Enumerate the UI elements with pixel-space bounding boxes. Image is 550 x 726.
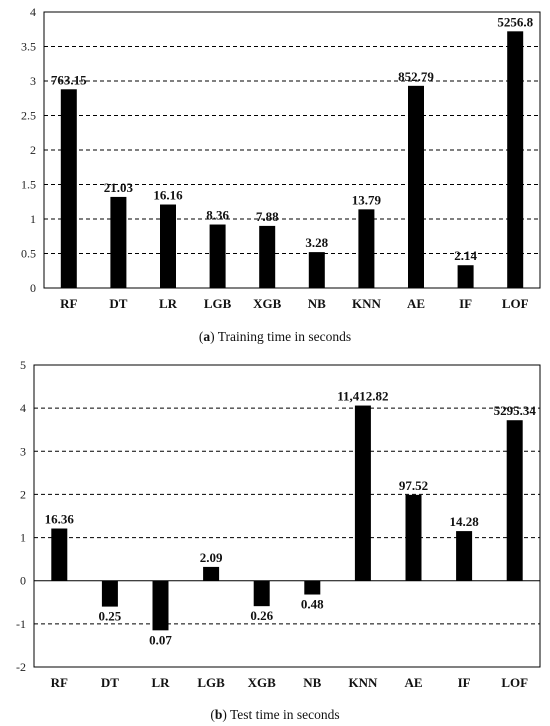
data-label: 16.36 bbox=[45, 512, 75, 527]
data-label: 14.28 bbox=[449, 514, 479, 529]
bar bbox=[358, 209, 375, 288]
data-label: 5256.8 bbox=[497, 14, 533, 29]
data-label: 852.79 bbox=[398, 69, 434, 84]
bar bbox=[253, 580, 270, 607]
category-label: DT bbox=[109, 296, 127, 311]
bar bbox=[51, 528, 68, 581]
category-label: IF bbox=[458, 675, 471, 690]
bar bbox=[456, 531, 473, 581]
plot-frame bbox=[33, 364, 541, 668]
data-label: 2.14 bbox=[454, 248, 477, 263]
bar bbox=[308, 252, 325, 288]
y-tick-label: 3 bbox=[30, 74, 36, 88]
category-label: AE bbox=[404, 675, 422, 690]
bar bbox=[152, 580, 169, 631]
bar bbox=[259, 225, 276, 288]
data-label: 97.52 bbox=[399, 478, 428, 493]
category-label: RF bbox=[60, 296, 77, 311]
category-label: XGB bbox=[248, 675, 277, 690]
caption-a: (a) Training time in seconds bbox=[199, 329, 351, 344]
data-label: 5295.34 bbox=[494, 403, 537, 418]
data-label: 7.88 bbox=[256, 209, 279, 224]
test-time-chart: -2 -1 0 1 2 3 4 5 16.36 RF 0.25 DT 0.07 LR 2.09 LGB 0.26… bbox=[16, 358, 541, 690]
category-label: RF bbox=[51, 675, 68, 690]
category-label: LGB bbox=[197, 675, 225, 690]
bar bbox=[506, 420, 523, 581]
bar bbox=[405, 494, 422, 581]
category-label: LR bbox=[151, 675, 170, 690]
bar bbox=[209, 224, 226, 288]
category-label: LOF bbox=[501, 675, 528, 690]
y-tick-label: 4 bbox=[20, 401, 26, 415]
bar bbox=[203, 566, 220, 581]
bar bbox=[110, 196, 127, 288]
data-label: 13.79 bbox=[352, 192, 382, 207]
data-label: 21.03 bbox=[104, 180, 134, 195]
bar bbox=[60, 89, 77, 288]
caption-b: (b) Test time in seconds bbox=[210, 707, 339, 722]
y-tick-label: 2 bbox=[30, 143, 36, 157]
bar bbox=[304, 580, 321, 595]
data-label: 0.48 bbox=[301, 597, 324, 612]
y-tick-label: 2.5 bbox=[21, 109, 36, 123]
y-tick-label: -2 bbox=[16, 660, 26, 674]
category-label: NB bbox=[308, 296, 326, 311]
category-label: KNN bbox=[352, 296, 382, 311]
bar bbox=[101, 580, 118, 607]
y-tick-label: 1 bbox=[20, 531, 26, 545]
data-label: 11,412.82 bbox=[337, 389, 388, 404]
category-label: LGB bbox=[204, 296, 232, 311]
y-tick-label: 0 bbox=[20, 574, 26, 588]
data-label: 0.26 bbox=[250, 608, 273, 623]
y-tick-label: 5 bbox=[20, 358, 26, 372]
data-label: 2.09 bbox=[200, 550, 223, 565]
data-label: 0.07 bbox=[149, 632, 172, 647]
y-tick-label: 0.5 bbox=[21, 247, 36, 261]
category-label: LOF bbox=[502, 296, 529, 311]
category-label: LR bbox=[159, 296, 178, 311]
category-label: XGB bbox=[253, 296, 282, 311]
bar bbox=[160, 204, 176, 288]
y-tick-label: 3.5 bbox=[21, 40, 36, 54]
training-time-chart: 0 0.5 1 1.5 2 2.5 3 3.5 4 763.15 RF 21.03 DT 16.16 LR 8… bbox=[21, 5, 541, 311]
bar bbox=[354, 405, 371, 581]
category-label: AE bbox=[407, 296, 425, 311]
y-tick-label: -1 bbox=[16, 617, 26, 631]
data-label: 16.16 bbox=[153, 188, 183, 203]
data-label: 763.15 bbox=[51, 72, 87, 87]
y-tick-label: 2 bbox=[20, 487, 26, 501]
category-label: KNN bbox=[348, 675, 378, 690]
category-label: IF bbox=[459, 296, 472, 311]
category-label: DT bbox=[101, 675, 119, 690]
bar bbox=[457, 265, 474, 288]
data-label: 0.25 bbox=[99, 609, 122, 624]
bar bbox=[408, 85, 424, 288]
data-label: 8.36 bbox=[206, 208, 229, 223]
y-tick-label: 0 bbox=[30, 281, 36, 295]
y-tick-label: 1 bbox=[30, 212, 36, 226]
y-tick-label: 3 bbox=[20, 444, 26, 458]
y-tick-label: 1.5 bbox=[21, 178, 36, 192]
data-label: 3.28 bbox=[305, 235, 328, 250]
y-tick-label: 4 bbox=[30, 5, 36, 19]
category-label: NB bbox=[303, 675, 321, 690]
bar bbox=[507, 31, 524, 288]
